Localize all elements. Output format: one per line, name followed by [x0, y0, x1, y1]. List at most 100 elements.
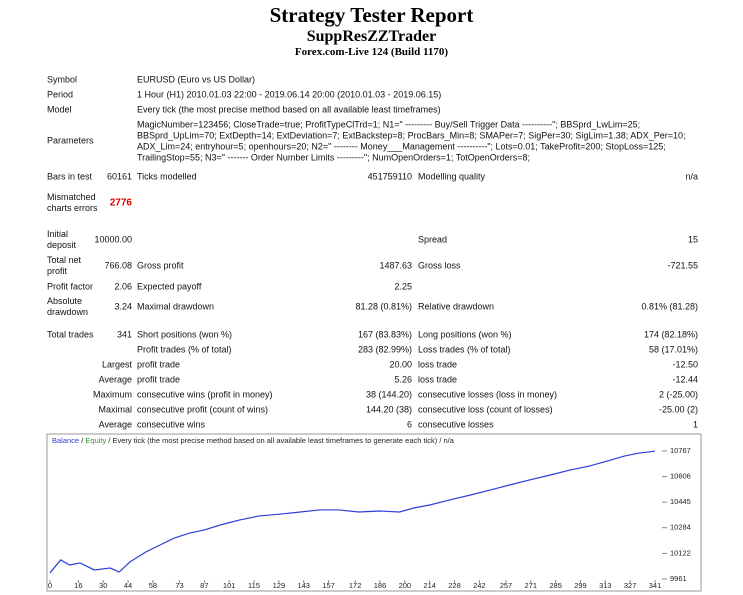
- y-tick-label: 10284: [670, 523, 691, 532]
- cell-text: 2.25: [394, 281, 412, 292]
- cell-text: -25.00 (2): [658, 404, 698, 415]
- legend: Balance / Equity / Every tick (the most …: [52, 436, 455, 445]
- x-tick-label: 58: [149, 581, 157, 590]
- x-tick-label: 285: [549, 581, 562, 590]
- server-name: Forex.com-Live 124 (Build 1170): [294, 46, 449, 58]
- row-label: Symbol: [47, 74, 78, 85]
- x-tick-label: 0: [48, 581, 52, 590]
- cell-text: Loss trades (% of total): [418, 344, 511, 355]
- legend-item: / Every tick (the most precise method ba…: [108, 436, 454, 445]
- cell-text: profit trade: [137, 359, 181, 370]
- row-label: Total net profit: [47, 255, 82, 276]
- cell-text: Ticks modelled: [137, 171, 197, 182]
- expert-name: SuppResZZTrader: [306, 28, 437, 45]
- cell-text: Average: [98, 374, 132, 385]
- parameter-line: TrailingStop=55; N3=" ------- Order Numb…: [137, 152, 530, 162]
- x-tick-label: 200: [399, 581, 412, 590]
- legend-item: Balance: [52, 436, 79, 445]
- cell-text: 81.28 (0.81%): [355, 301, 412, 312]
- cell-text: 58 (17.01%): [648, 344, 698, 355]
- cell-text: 15: [687, 234, 698, 245]
- cell-text: 38 (144.20): [365, 389, 412, 400]
- x-tick-label: 73: [175, 581, 183, 590]
- cell-text: 451759110: [367, 171, 412, 182]
- cell-text: Short positions (won %): [137, 329, 233, 340]
- y-tick-label: 10606: [670, 472, 691, 481]
- cell-text: consecutive profit (count of wins): [137, 404, 269, 415]
- cell-text: 1487.63: [379, 260, 412, 271]
- cell-text: 2.06: [114, 281, 132, 292]
- y-tick-label: 10445: [670, 497, 691, 506]
- cell-text: Relative drawdown: [418, 301, 495, 312]
- cell-text: 0.81% (81.28): [641, 301, 698, 312]
- cell-text: 1 Hour (H1) 2010.01.03 22:00 - 2019.06.1…: [137, 89, 442, 100]
- x-tick-label: 214: [423, 581, 436, 590]
- x-tick-label: 299: [574, 581, 587, 590]
- x-tick-label: 228: [448, 581, 461, 590]
- x-tick-label: 172: [349, 581, 362, 590]
- cell-text: consecutive losses (loss in money): [418, 389, 558, 400]
- chart-frame: [46, 433, 702, 592]
- cell-text: loss trade: [418, 359, 458, 370]
- x-tick-label: 143: [297, 581, 310, 590]
- y-tick-label: 9961: [670, 574, 687, 583]
- cell-text: Average: [98, 419, 132, 430]
- x-tick-label: 186: [374, 581, 387, 590]
- cell-text: 766.08: [104, 260, 132, 271]
- cell-text: Largest: [101, 359, 132, 370]
- cell-text: 283 (82.99%): [357, 344, 412, 355]
- parameter-line: ADX_Lim=24; entryhour=5; openhours=20; N…: [137, 141, 666, 151]
- cell-text: 1: [692, 419, 698, 430]
- x-tick-label: 327: [624, 581, 637, 590]
- row-label: Mismatched charts errors: [47, 192, 98, 213]
- cell-text: Modelling quality: [418, 171, 486, 182]
- cell-text: Profit trades (% of total): [137, 344, 232, 355]
- cell-text: Expected payoff: [137, 281, 202, 292]
- row-label: Absolute drawdown: [47, 296, 89, 317]
- cell-text: 144.20 (38): [365, 404, 412, 415]
- x-tick-label: 313: [599, 581, 612, 590]
- row-label: Model: [47, 104, 72, 115]
- cell-text: 341: [116, 329, 132, 340]
- cell-text: consecutive wins (profit in money): [137, 389, 273, 400]
- cell-text: Maximal: [98, 404, 132, 415]
- cell-text: n/a: [685, 171, 698, 182]
- x-tick-label: 341: [649, 581, 662, 590]
- cell-text: 20.00: [389, 359, 412, 370]
- cell-text: 60161: [106, 171, 132, 182]
- x-tick-label: 257: [500, 581, 513, 590]
- cell-text: 2 (-25.00): [658, 389, 698, 400]
- parameter-line: MagicNumber=123456; CloseTrade=true; Pro…: [137, 119, 641, 129]
- cell-text: loss trade: [418, 374, 458, 385]
- cell-text: consecutive wins: [137, 419, 206, 430]
- row-label: Period: [47, 89, 74, 100]
- y-tick-label: 10122: [670, 548, 691, 557]
- row-label: Total trades: [47, 329, 94, 340]
- cell-text: consecutive loss (count of losses): [418, 404, 553, 415]
- row-label: Profit factor: [47, 281, 94, 292]
- x-tick-label: 129: [273, 581, 286, 590]
- x-tick-label: 157: [322, 581, 335, 590]
- cell-text: Spread: [418, 234, 448, 245]
- x-tick-label: 87: [200, 581, 208, 590]
- cell-text: -12.50: [672, 359, 698, 370]
- x-tick-label: 101: [223, 581, 236, 590]
- cell-text: 6: [406, 419, 412, 430]
- cell-text: Every tick (the most precise method base…: [137, 104, 441, 115]
- cell-text: EURUSD (Euro vs US Dollar): [137, 74, 256, 85]
- cell-text: profit trade: [137, 374, 181, 385]
- cell-text: 174 (82.18%): [643, 329, 698, 340]
- row-label: Initial deposit: [47, 229, 77, 250]
- cell-text: Gross profit: [137, 260, 184, 271]
- cell-text: consecutive losses: [418, 419, 494, 430]
- cell-text: Long positions (won %): [418, 329, 512, 340]
- legend-item: /: [81, 436, 84, 445]
- x-tick-label: 44: [124, 581, 132, 590]
- cell-text: Maximal drawdown: [137, 301, 215, 312]
- cell-text: Gross loss: [418, 260, 461, 271]
- cell-text: -721.55: [667, 260, 698, 271]
- cell-text: 2776: [109, 197, 132, 209]
- x-tick-label: 242: [473, 581, 486, 590]
